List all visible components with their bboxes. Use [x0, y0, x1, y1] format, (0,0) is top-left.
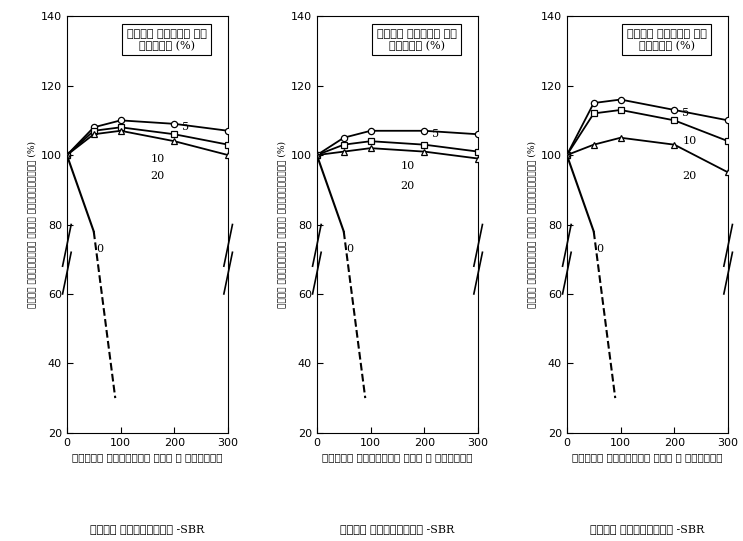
Text: 10: 10 [400, 161, 415, 170]
Text: نسبت پلیمر به
سیمان (%): نسبت پلیمر به سیمان (%) [627, 29, 707, 51]
Y-axis label: مدول دینامیکی نسبی الاستیسیته (%): مدول دینامیکی نسبی الاستیسیته (%) [528, 141, 536, 308]
Y-axis label: مدول دینامیکی نسبی الاستیسیته (%): مدول دینامیکی نسبی الاستیسیته (%) [278, 141, 287, 308]
Text: ملات اصلاحشده -SBR: ملات اصلاحشده -SBR [340, 524, 455, 535]
X-axis label: تعداد چرخه‌های ذوب و انجماد: تعداد چرخه‌های ذوب و انجماد [322, 453, 473, 462]
Text: 10: 10 [682, 136, 697, 146]
Text: 0: 0 [97, 244, 103, 254]
X-axis label: تعداد چرخه‌های ذوب و انجماد: تعداد چرخه‌های ذوب و انجماد [72, 453, 223, 462]
Text: 20: 20 [400, 181, 415, 192]
Text: 5: 5 [183, 122, 189, 133]
Text: 20: 20 [150, 171, 164, 181]
Text: 5: 5 [432, 129, 440, 139]
Text: 5: 5 [682, 108, 690, 118]
Y-axis label: مدول دینامیکی نسبی الاستیسیته (%): مدول دینامیکی نسبی الاستیسیته (%) [27, 141, 36, 308]
Text: نسبت پلیمر به
سیمان (%): نسبت پلیمر به سیمان (%) [377, 29, 457, 51]
Text: 20: 20 [682, 171, 697, 181]
Text: 0: 0 [346, 244, 354, 254]
Text: ملات اصلاحشده -SBR: ملات اصلاحشده -SBR [91, 524, 204, 535]
X-axis label: تعداد چرخه‌های ذوب و انجماد: تعداد چرخه‌های ذوب و انجماد [572, 453, 723, 462]
Text: 10: 10 [150, 154, 164, 163]
Text: نسبت پلیمر به
سیمان (%): نسبت پلیمر به سیمان (%) [127, 29, 207, 51]
Text: ملات اصلاحشده -SBR: ملات اصلاحشده -SBR [591, 524, 704, 535]
Text: 0: 0 [597, 244, 603, 254]
